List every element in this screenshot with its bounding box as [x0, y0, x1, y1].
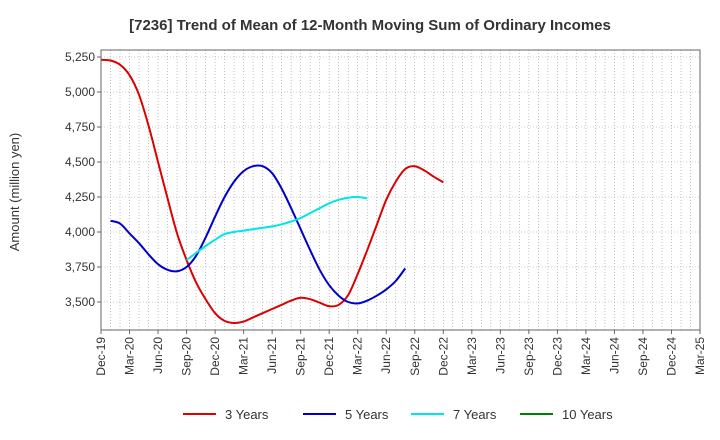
x-tick-label: Dec-24	[664, 337, 678, 376]
legend: 3 Years 5 Years 7 Years 10 Years	[183, 407, 613, 422]
x-tick-label: Mar-22	[351, 337, 365, 375]
x-tick-label: Jun-20	[151, 337, 165, 374]
chart-title: [7236] Trend of Mean of 12-Month Moving …	[129, 17, 611, 34]
x-tick-label: Jun-21	[265, 337, 279, 374]
x-tick-label: Jun-22	[379, 337, 393, 374]
y-tick-label: 4,250	[65, 190, 95, 204]
x-tick-label: Jun-23	[493, 337, 507, 374]
series-line-5-years	[110, 164, 407, 305]
legend-label-7-years: 7 Years	[453, 407, 497, 422]
series-line-3-years	[100, 58, 444, 325]
y-axis-ticks: 3,500 3,750 4,000 4,250 4,500 4,750 5,000 5,250	[65, 50, 101, 309]
series-lines	[100, 58, 444, 325]
x-tick-label: Dec-21	[322, 337, 336, 376]
y-tick-label: 5,250	[65, 50, 95, 64]
x-tick-label: Sep-22	[408, 337, 422, 376]
x-axis-ticks: Dec-19 Mar-20 Jun-20 Sep-20 Dec-20 Mar-21 Jun-…	[94, 330, 707, 376]
legend-label-5-years: 5 Years	[345, 407, 389, 422]
x-tick-label: Sep-21	[294, 337, 308, 376]
legend-label-3-years: 3 Years	[225, 407, 269, 422]
series-line-7-years	[185, 195, 368, 261]
y-tick-label: 3,500	[65, 295, 95, 309]
y-tick-label: 3,750	[65, 260, 95, 274]
y-axis-label: Amount (million yen)	[7, 133, 22, 252]
x-tick-label: Dec-22	[436, 337, 450, 376]
x-tick-label: Sep-24	[636, 337, 650, 376]
x-tick-label: Dec-19	[94, 337, 108, 376]
y-tick-label: 4,500	[65, 155, 95, 169]
x-tick-label: Mar-21	[237, 337, 251, 375]
x-tick-label: Mar-23	[465, 337, 479, 375]
x-tick-label: Mar-25	[693, 337, 707, 375]
x-tick-label: Sep-23	[522, 337, 536, 376]
plot-frame	[100, 49, 701, 331]
x-tick-label: Jun-24	[607, 337, 621, 374]
x-tick-label: Dec-23	[550, 337, 564, 376]
y-tick-label: 4,750	[65, 120, 95, 134]
x-tick-label: Mar-24	[579, 337, 593, 375]
grid	[100, 50, 701, 330]
x-tick-label: Sep-20	[180, 337, 194, 376]
legend-label-10-years: 10 Years	[562, 407, 613, 422]
x-tick-label: Mar-20	[123, 337, 137, 375]
x-tick-label: Dec-20	[208, 337, 222, 376]
y-tick-label: 4,000	[65, 225, 95, 239]
y-tick-label: 5,000	[65, 85, 95, 99]
